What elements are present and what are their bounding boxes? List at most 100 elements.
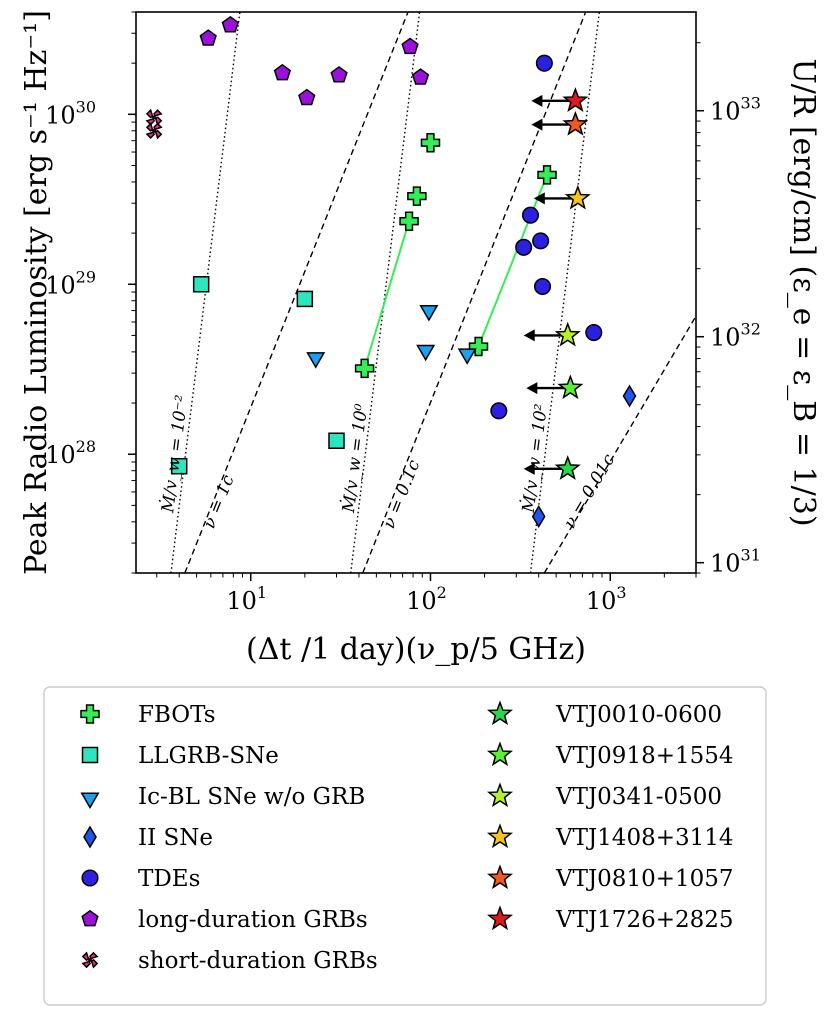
- point-long-duration-grbs-5: [401, 37, 419, 55]
- legend-label-llgrb-sne: LLGRB-SNe: [138, 743, 279, 769]
- point-short-duration-grbs-1: [145, 122, 163, 140]
- arrow-head: [531, 118, 543, 131]
- connector-0: [363, 220, 411, 369]
- series-tdes: [490, 54, 603, 420]
- point-llgrb-sne-0: [170, 457, 188, 475]
- series-ic-bl-sne-w-o-grb: [306, 305, 477, 369]
- arrow-head: [526, 382, 538, 395]
- legend-marker-short-duration-grbs: [81, 951, 99, 969]
- legend-label-vtj1726-2825: VTJ1726+2825: [555, 907, 734, 933]
- ref-line-nu-0.01c: [543, 315, 696, 573]
- point-tdes-4: [490, 402, 508, 420]
- ref-line-label-nu-1c: ν = 1c: [199, 472, 238, 532]
- legend-marker-vtj1726-2825: [486, 905, 514, 931]
- legend-marker-long-duration-grbs: [81, 909, 99, 927]
- point-vtj1726-2825-0: [562, 87, 589, 112]
- point-fbots-4: [468, 336, 489, 357]
- legend-label-vtj0010-0600: VTJ0010-0600: [555, 702, 722, 728]
- point-llgrb-sne-3: [328, 432, 345, 450]
- x-tick-label: 103: [586, 583, 627, 615]
- series-ii-sne: [531, 384, 637, 528]
- point-vtj0918-1554-0: [557, 374, 584, 400]
- legend-entry-fbots: FBOTs: [80, 702, 216, 728]
- series-fbots: [354, 133, 557, 379]
- series-llgrb-sne: [170, 276, 345, 475]
- point-fbots-3: [420, 133, 441, 153]
- legend-marker-tdes: [81, 869, 99, 887]
- legend-entry-vtj0810-1057: VTJ0810+1057: [486, 864, 734, 892]
- legend-marker-ic-bl-sne-w-o-grb: [80, 792, 100, 809]
- legend-box: [43, 686, 767, 1006]
- point-short-duration-grbs-0: [145, 108, 163, 126]
- point-ic-bl-sne-w-o-grb-1: [416, 344, 436, 362]
- series-long-duration-grbs: [199, 15, 430, 106]
- legend-marker-vtj0341-0500: [486, 782, 514, 808]
- point-tdes-5: [585, 323, 603, 342]
- point-tdes-1: [521, 206, 540, 224]
- legend-entry-vtj1408-3114: VTJ1408+3114: [486, 823, 734, 851]
- point-vtj0341-0500-0: [554, 321, 581, 347]
- y2-tick-label: 1033: [710, 94, 761, 126]
- legend-marker-vtj0010-0600: [486, 700, 514, 726]
- legend-label-long-duration-grbs: long-duration GRBs: [138, 907, 368, 933]
- x-tick-exponent: 1: [257, 583, 267, 602]
- connector-1: [477, 174, 548, 347]
- legend-marker-vtj0918-1554: [486, 741, 514, 767]
- y-tick-exponent: 29: [76, 267, 96, 286]
- legend-entry-tdes: TDEs: [81, 866, 200, 892]
- y2-tick-label: 1032: [710, 320, 761, 352]
- point-ii-sne-1: [531, 505, 546, 528]
- ref-line-label-mdot-1e2: Ṁ/v_w = 10²: [518, 403, 552, 515]
- legend: FBOTs LLGRB-SNe Ic-BL SNe w/o GRB II SNe TDE…: [43, 686, 767, 1006]
- point-ic-bl-sne-w-o-grb-2: [419, 305, 439, 322]
- point-llgrb-sne-2: [296, 290, 314, 308]
- point-llgrb-sne-1: [192, 276, 210, 293]
- point-long-duration-grbs-3: [298, 88, 316, 106]
- x-axis-label: (Δt /1 day)(ν_p/5 GHz): [246, 632, 586, 667]
- legend-label-ii-sne: II SNe: [138, 825, 213, 851]
- point-fbots-5: [537, 165, 557, 185]
- legend-marker-llgrb-sne: [81, 746, 99, 764]
- x-tick-exponent: 3: [616, 583, 626, 602]
- x-tick-label: 102: [406, 583, 447, 615]
- legend-marker-fbots: [80, 704, 100, 724]
- point-long-duration-grbs-6: [411, 68, 430, 85]
- y-tick-exponent: 30: [76, 97, 96, 116]
- legend-entry-ii-sne: II SNe: [83, 825, 213, 851]
- legend-entry-long-duration-grbs: long-duration GRBs: [81, 907, 368, 933]
- point-long-duration-grbs-2: [273, 63, 292, 81]
- legend-marker-ii-sne: [83, 825, 97, 849]
- series-vtj0918-1554: [526, 374, 584, 400]
- y2-tick-exponent: 31: [741, 546, 761, 565]
- arrow-head: [523, 462, 535, 475]
- y-axis-label: Peak Radio Luminosity [erg s⁻¹ Hz⁻¹]: [19, 10, 54, 575]
- y2-tick-exponent: 32: [741, 320, 761, 339]
- legend-label-vtj1408-3114: VTJ1408+3114: [555, 825, 734, 851]
- ref-line-label-mdot-1e0: Ṁ/v_w = 10⁰: [338, 403, 372, 515]
- legend-marker-vtj1408-3114: [486, 823, 514, 849]
- legend-entry-vtj0010-0600: VTJ0010-0600: [486, 700, 722, 728]
- series-short-duration-grbs: [145, 108, 163, 140]
- legend-entry-vtj0918-1554: VTJ0918+1554: [486, 741, 734, 769]
- point-vtj0010-0600-0: [554, 455, 581, 480]
- y2-axis-label: U/R [erg/cm] (ε_e = ε_B = 1/3): [786, 58, 821, 526]
- series-vtj0010-0600: [523, 455, 581, 480]
- series-vtj0810-1057: [531, 110, 589, 136]
- legend-entry-llgrb-sne: LLGRB-SNe: [81, 743, 279, 769]
- arrow-head: [531, 94, 543, 107]
- legend-label-vtj0810-1057: VTJ0810+1057: [555, 866, 734, 892]
- legend-marker-vtj0810-1057: [486, 864, 514, 890]
- point-long-duration-grbs-4: [330, 66, 348, 83]
- legend-label-fbots: FBOTs: [138, 702, 216, 728]
- legend-entry-vtj0341-0500: VTJ0341-0500: [486, 782, 722, 810]
- arrow-head: [523, 329, 535, 342]
- point-tdes-2: [532, 232, 550, 250]
- point-ii-sne-0: [622, 384, 637, 408]
- ref-line-nu-0.1c: [362, 12, 587, 573]
- legend-label-vtj0341-0500: VTJ0341-0500: [555, 784, 722, 810]
- ref-line-label-nu-0.1c: ν = 0.1c: [379, 457, 424, 532]
- point-vtj1408-3114-0: [564, 184, 591, 210]
- y2-tick-exponent: 33: [741, 94, 761, 113]
- arrow-head: [533, 192, 545, 205]
